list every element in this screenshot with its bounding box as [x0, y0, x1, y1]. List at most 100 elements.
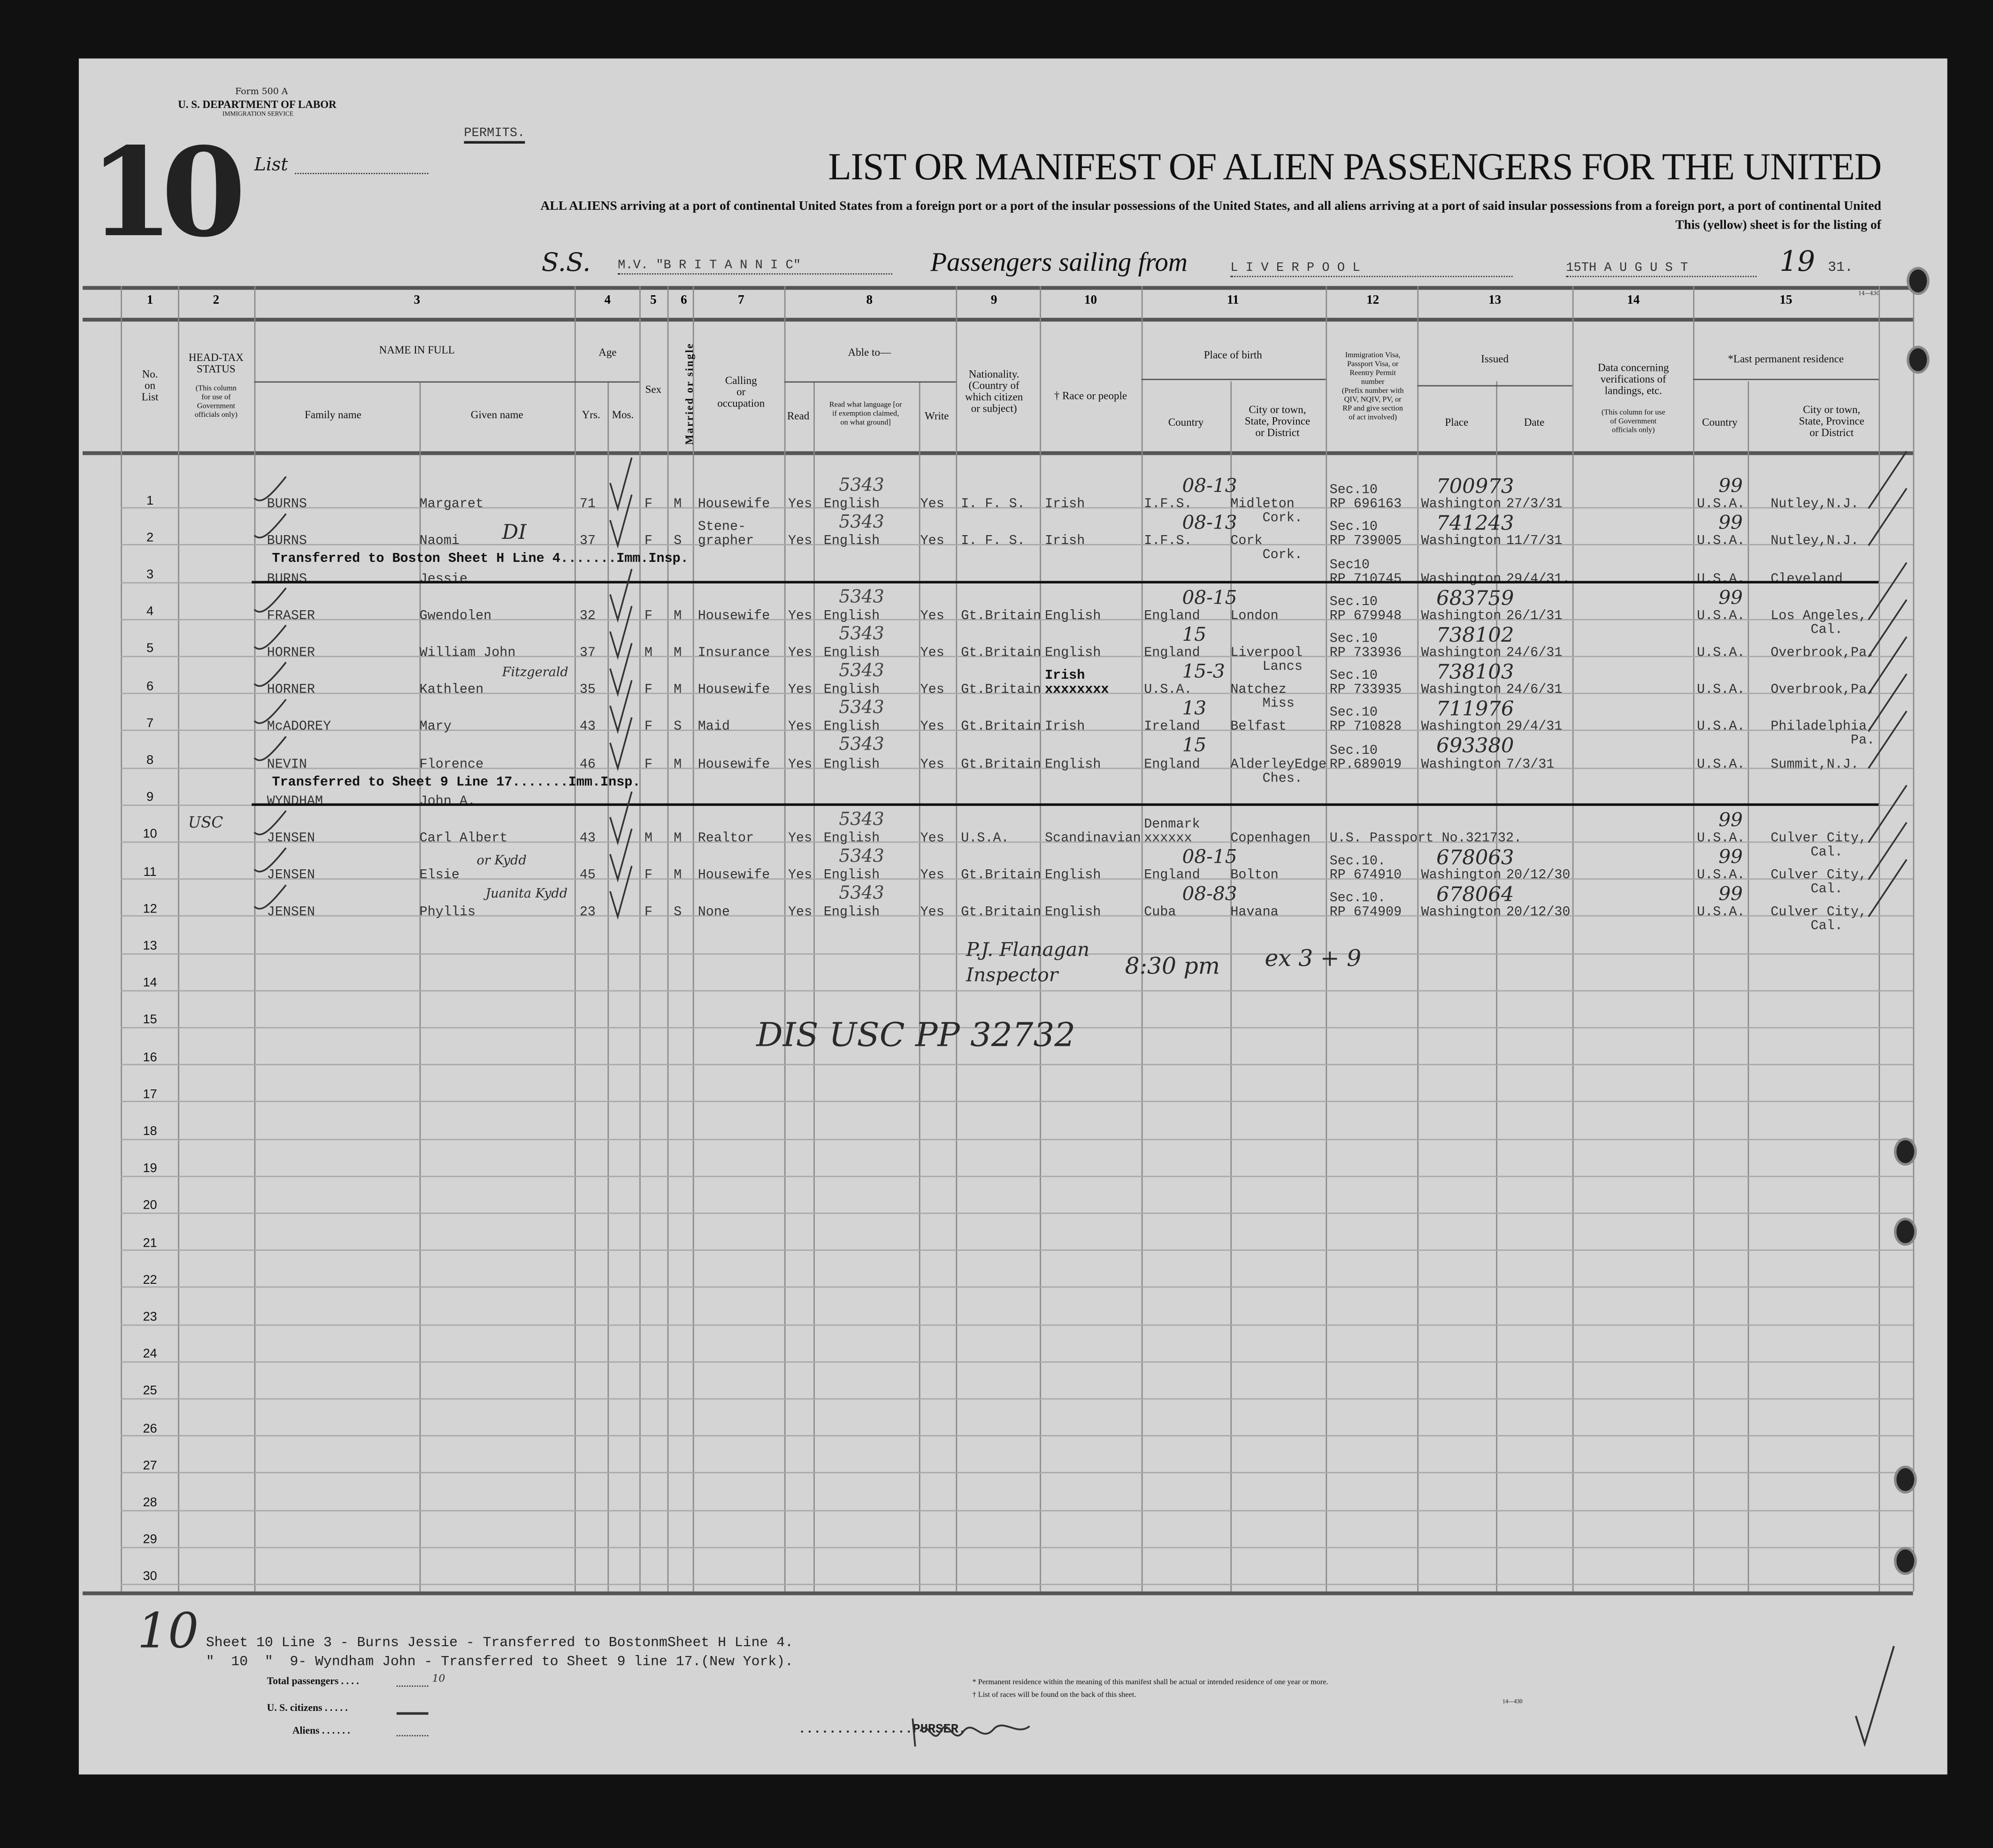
cell-bcountry: I.F.S. [1144, 497, 1192, 513]
row-number: 17 [143, 1088, 157, 1102]
cell-bcountry: England [1144, 608, 1200, 624]
handwritten-certificate-number: 711976 [1436, 697, 1514, 721]
cell-lang: English [823, 757, 880, 773]
cell-date: 11/7/31 [1506, 534, 1563, 550]
instruction-text-2: This (yellow) sheet is for the listing o… [1675, 218, 1881, 233]
cell-write: Yes [920, 868, 944, 884]
punch-hole [1893, 1137, 1917, 1166]
cell-date: 27/3/31 [1506, 497, 1563, 513]
cell-ms: M [674, 868, 682, 884]
column-number: 10 [1084, 293, 1097, 308]
handwritten-certificate-number: 683759 [1436, 585, 1514, 610]
cell-place: Washington [1421, 868, 1502, 884]
cell-yrs: 23 [579, 905, 596, 921]
handwritten-time: 8:30 pm [1125, 953, 1220, 980]
header-age: Age [598, 345, 617, 359]
column-number: 1 [146, 293, 153, 308]
row-number: 5 [146, 642, 154, 657]
row-line [121, 1027, 1913, 1028]
handwritten-certificate-number: 678064 [1436, 882, 1514, 907]
cell-given: Naomi [419, 534, 460, 550]
handwritten-juanita-kydd: Juanita Kydd [485, 887, 568, 901]
cell-family: BURNS [267, 497, 307, 513]
row-line [121, 767, 1913, 769]
table-rule [83, 451, 1913, 455]
punch-hole [1893, 1465, 1917, 1494]
handwritten-language-code: 5343 [839, 586, 884, 607]
cell-read: Yes [788, 534, 813, 550]
row-number: 25 [143, 1385, 157, 1399]
row-line [121, 1547, 1913, 1548]
column-divider [692, 286, 694, 1592]
cell-yrs: 43 [579, 831, 596, 847]
row-number: 2 [146, 531, 154, 545]
cell-sex: F [644, 497, 653, 513]
header-issued: Issued [1481, 352, 1509, 365]
row-line [121, 1138, 1913, 1140]
cell-place: Washington [1421, 682, 1502, 698]
row-line [121, 1398, 1913, 1400]
header-yrs: Yrs. [582, 408, 600, 421]
cell-yrs: 71 [579, 497, 596, 513]
handwritten-language-code: 5343 [839, 661, 884, 682]
header-visa: Immigration Visa, Passport Visa, or Reen… [1341, 352, 1404, 422]
row-line [121, 915, 1913, 917]
row-number: 22 [143, 1273, 157, 1288]
cell-given: Elsie [419, 868, 460, 884]
cell-bcountry: U.S.A. [1144, 682, 1192, 698]
row-number: 8 [146, 753, 154, 768]
sailing-date: 15TH A U G U S T [1566, 262, 1757, 277]
header-issued-date: Date [1524, 415, 1545, 429]
header-calling: Calling or occupation [717, 374, 765, 409]
row-number: 4 [146, 605, 154, 620]
handwritten-language-code: 5343 [839, 624, 884, 644]
cell-occ: Insurance [698, 645, 770, 661]
punch-hole [1907, 267, 1930, 295]
cell-rcity: Culver City, Cal. [1771, 905, 1867, 935]
header-mos: Mos. [612, 408, 634, 421]
row-line [121, 1510, 1913, 1511]
cell-bcountry: England [1144, 645, 1200, 661]
handwritten-birth-code: 08-15 [1182, 845, 1237, 868]
instruction-text: ALL ALIENS arriving at a port of contine… [540, 199, 1881, 214]
cell-rcity: Culver City, Cal. [1771, 868, 1867, 898]
header-head-tax: HEAD-TAX STATUS [188, 351, 244, 375]
cell-bcountry: Ireland [1144, 720, 1200, 736]
cell-occ: Housewife [698, 682, 770, 698]
row-line [121, 1064, 1913, 1066]
handwritten-residence-code: 99 [1718, 882, 1743, 905]
cell-read: Yes [788, 497, 813, 513]
cell-visa: Sec.10 RP 696163 [1329, 483, 1402, 513]
column-divider [639, 286, 641, 1592]
handwritten-language-code: 5343 [839, 475, 884, 496]
cell-family: NEVIN [267, 757, 307, 773]
cell-visa: Sec.10 RP 679948 [1329, 594, 1402, 624]
cell-visa: U.S. Passport No.321732. [1329, 831, 1522, 847]
column-number: 12 [1366, 293, 1380, 308]
cell-race: English [1044, 905, 1101, 921]
cell-write: Yes [920, 905, 944, 921]
column-number: 7 [737, 293, 744, 308]
row-number: 14 [143, 976, 157, 991]
row-number: 18 [143, 1125, 157, 1139]
handwritten-dis-usc: DIS USC PP 32732 [756, 1017, 1076, 1055]
aliens-line [396, 1735, 429, 1737]
column-number: 6 [681, 293, 687, 308]
punch-hole [1893, 1218, 1917, 1246]
header-verification: Data concerning verifications of landing… [1598, 361, 1669, 397]
header-birth-country: Country [1168, 415, 1204, 429]
subheader-rule [575, 381, 640, 383]
header-place-of-birth: Place of birth [1203, 348, 1262, 361]
cell-bcountry: England [1144, 868, 1200, 884]
sailing-label: Passengers sailing from [930, 246, 1188, 277]
cell-bcity: AlderleyEdge Ches. [1230, 757, 1327, 787]
cell-family: JENSEN [267, 831, 315, 847]
row-number: 11 [143, 865, 157, 879]
cell-place: Washington [1421, 608, 1502, 624]
handwritten-language-code: 5343 [839, 698, 884, 719]
cell-sex: M [644, 831, 653, 847]
handwritten-birth-code: 08-13 [1182, 511, 1237, 534]
header-family-name: Family name [305, 408, 361, 421]
row-line [121, 693, 1913, 695]
